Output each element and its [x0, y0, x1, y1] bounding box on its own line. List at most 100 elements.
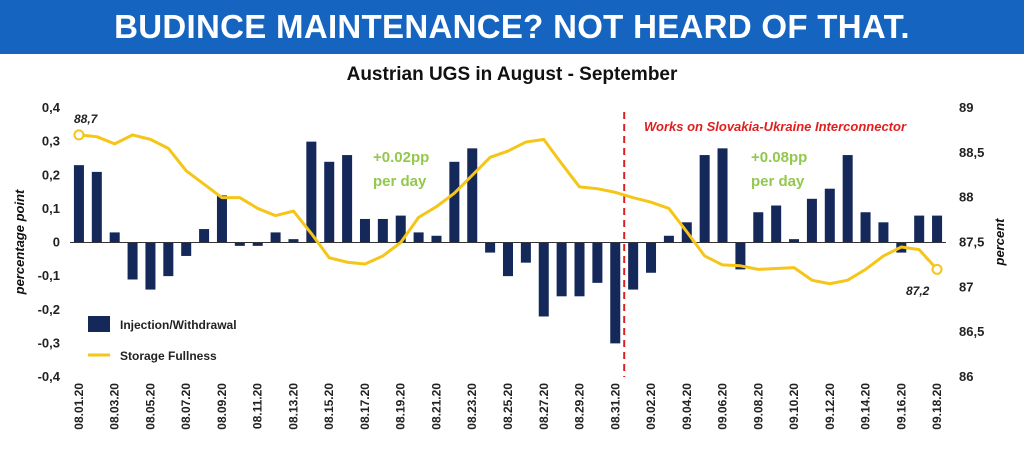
injection-bar — [127, 242, 138, 280]
x-tick-label: 09.10.20 — [787, 383, 801, 430]
x-tick-label: 09.04.20 — [680, 383, 694, 430]
x-tick-label: 08.09.20 — [215, 383, 229, 430]
chart-title: Austrian UGS in August - September — [346, 64, 678, 85]
right-tick-label: 87 — [959, 279, 973, 294]
x-axis-ticks: 08.01.20 08.03.20 08.05.20 08.07.20 08.09.20… — [72, 383, 944, 430]
legend-bar-label: Injection/Withdrawal — [120, 318, 237, 332]
x-tick-label: 09.14.20 — [859, 383, 873, 430]
injection-bar — [288, 239, 299, 243]
x-tick-label: 08.01.20 — [72, 383, 86, 430]
injection-bar — [914, 215, 925, 243]
x-tick-label: 08.17.20 — [358, 383, 372, 430]
injection-bar — [932, 215, 943, 243]
injection-bar — [592, 242, 603, 283]
injection-bar — [216, 195, 227, 243]
legend-bar-swatch — [88, 316, 110, 332]
injection-bar — [252, 242, 263, 246]
x-tick-label: 08.21.20 — [429, 383, 443, 430]
injection-bar — [663, 235, 674, 243]
injection-bar — [413, 232, 424, 243]
injection-bar — [270, 232, 281, 243]
left-tick-label: 0 — [53, 235, 60, 250]
start-value-label: 88,7 — [74, 112, 99, 126]
injection-bar — [878, 222, 889, 243]
left-tick-label: 0,3 — [42, 134, 60, 149]
injection-bar — [502, 242, 513, 277]
storage-fullness-line — [78, 133, 939, 286]
injection-bar — [824, 188, 835, 243]
injection-bar — [520, 242, 531, 263]
left-tick-label: -0,2 — [38, 302, 60, 317]
header-banner: BUDINCE MAINTENANCE? NOT HEARD OF THAT. — [0, 0, 1024, 54]
x-tick-label: 09.02.20 — [644, 383, 658, 430]
left-tick-label: -0,3 — [38, 335, 60, 350]
end-point-marker — [931, 263, 943, 275]
injection-bar — [735, 242, 746, 270]
bar-series — [73, 141, 943, 344]
right-tick-label: 86,5 — [959, 324, 984, 339]
injection-bar — [610, 242, 621, 344]
x-tick-label: 08.13.20 — [286, 383, 300, 430]
injection-bar — [806, 198, 817, 243]
x-tick-label: 08.25.20 — [501, 383, 515, 430]
injection-bar — [449, 161, 460, 243]
x-tick-label: 08.27.20 — [537, 383, 551, 430]
x-tick-label: 09.16.20 — [894, 383, 908, 430]
injection-bar — [234, 242, 245, 246]
legend-line-label: Storage Fullness — [120, 349, 217, 363]
aug-rate-annotation: +0.02pp — [373, 149, 429, 166]
x-tick-label: 08.19.20 — [394, 383, 408, 430]
injection-bar — [699, 155, 710, 243]
injection-bar — [199, 229, 210, 243]
injection-bar — [163, 242, 174, 277]
injection-bar — [91, 171, 102, 243]
injection-bar — [628, 242, 639, 290]
injection-bar — [753, 212, 764, 243]
sep-rate-annotation-per-day: per day — [751, 173, 805, 190]
works-annotation: Works on Slovakia-Ukraine Interconnector — [644, 119, 907, 134]
injection-bar — [538, 242, 549, 317]
x-tick-label: 09.06.20 — [716, 383, 730, 430]
injection-bar — [395, 215, 406, 243]
injection-bar — [145, 242, 156, 290]
x-tick-label: 08.03.20 — [108, 383, 122, 430]
x-tick-label: 08.29.20 — [573, 383, 587, 430]
x-tick-label: 08.05.20 — [143, 383, 157, 430]
x-tick-label: 08.23.20 — [465, 383, 479, 430]
injection-bar — [431, 235, 442, 243]
injection-bar — [181, 242, 192, 256]
injection-bar — [789, 239, 800, 243]
left-axis-title: percentage point — [12, 189, 27, 295]
x-tick-label: 09.12.20 — [823, 383, 837, 430]
right-tick-label: 87,5 — [959, 235, 984, 250]
injection-bar — [73, 165, 84, 243]
header-title: BUDINCE MAINTENANCE? NOT HEARD OF THAT. — [114, 8, 910, 45]
injection-bar — [306, 141, 317, 243]
x-tick-label: 08.07.20 — [179, 383, 193, 430]
legend: Injection/Withdrawal Storage Fullness — [88, 316, 237, 363]
right-axis-ticks: 89 88,5 88 87,5 87 86,5 86 — [959, 100, 984, 384]
left-tick-label: 0,4 — [42, 100, 61, 115]
right-tick-label: 89 — [959, 100, 973, 115]
injection-bar — [467, 148, 478, 243]
start-point-marker — [73, 129, 85, 141]
injection-bar — [574, 242, 585, 297]
aug-rate-annotation-per-day: per day — [373, 173, 427, 190]
left-tick-label: -0,4 — [38, 369, 61, 384]
injection-bar — [646, 242, 657, 273]
left-tick-label: 0,2 — [42, 167, 60, 182]
injection-bar — [359, 218, 370, 243]
injection-bar — [556, 242, 567, 297]
end-value-label: 87,2 — [906, 284, 930, 298]
right-tick-label: 88,5 — [959, 145, 984, 160]
left-tick-label: 0,1 — [42, 201, 60, 216]
x-tick-label: 08.11.20 — [251, 383, 265, 429]
x-tick-label: 09.18.20 — [930, 383, 944, 430]
right-axis-title: percent — [992, 218, 1007, 267]
right-tick-label: 86 — [959, 369, 973, 384]
x-tick-label: 08.15.20 — [322, 383, 336, 430]
injection-bar — [109, 232, 120, 243]
injection-bar — [324, 161, 335, 243]
left-axis-ticks: 0,4 0,3 0,2 0,1 0 -0,1 -0,2 -0,3 -0,4 — [38, 100, 61, 384]
